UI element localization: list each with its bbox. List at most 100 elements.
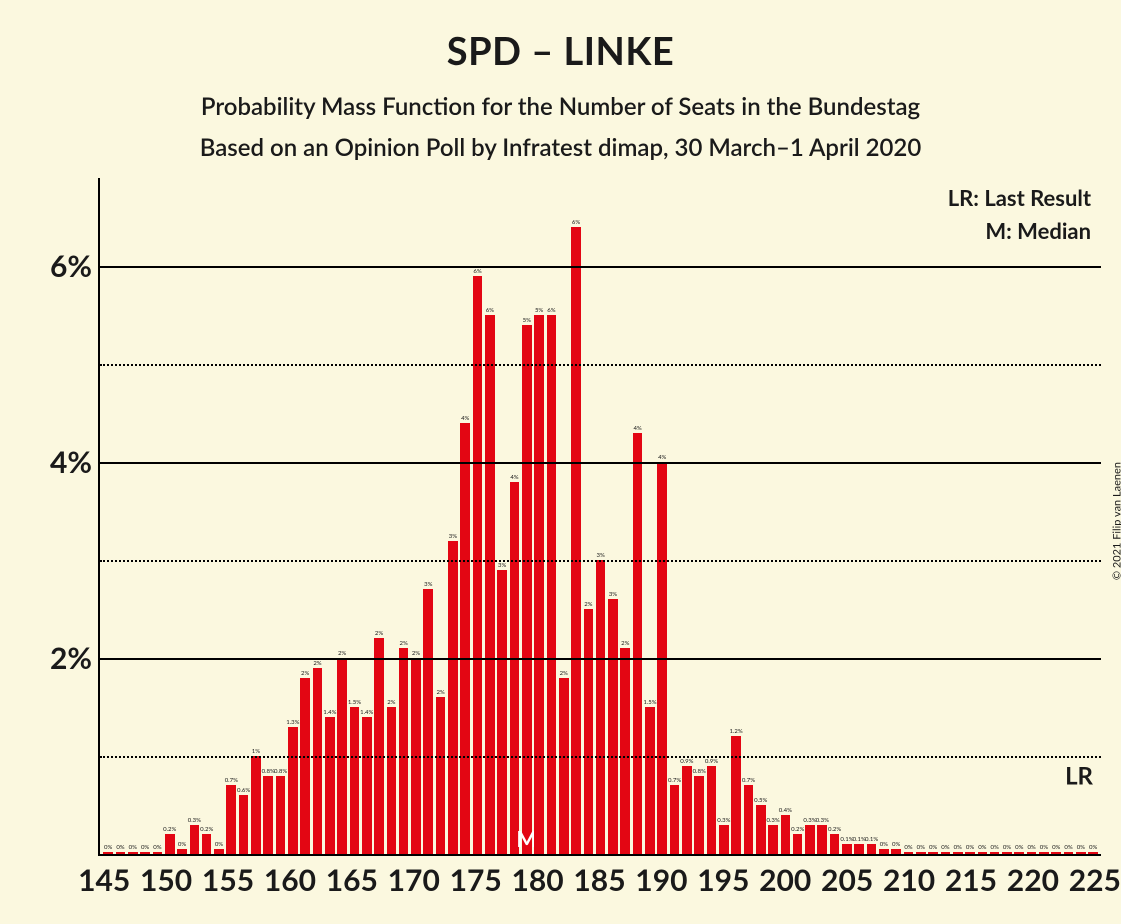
bar: 2% xyxy=(584,609,594,854)
bar-column: 2% xyxy=(398,178,410,854)
bar: 2% xyxy=(387,707,397,854)
bar-value-label: 1.4% xyxy=(360,709,373,716)
bar-column: 2% xyxy=(558,178,570,854)
bar-column: 0% xyxy=(102,178,114,854)
bar: 0% xyxy=(214,849,224,854)
bar-column: 4% xyxy=(631,178,643,854)
x-tick-label: 165 xyxy=(326,862,378,898)
bar: 5%M xyxy=(522,325,532,854)
bar: 1.4% xyxy=(325,717,335,854)
bar-value-label: 0.1% xyxy=(853,836,866,843)
gridline-minor xyxy=(100,756,1101,758)
bar-column: 0.2% xyxy=(828,178,840,854)
bar-column: 3% xyxy=(447,178,459,854)
bar-column: 1% xyxy=(250,178,262,854)
bar-value-label: 0.3% xyxy=(803,817,816,824)
x-tick-label: 175 xyxy=(450,862,502,898)
bar-column: 0.8% xyxy=(274,178,286,854)
bar-column: 4% xyxy=(508,178,520,854)
bar-value-label: 0.3% xyxy=(717,817,730,824)
bar-value-label: 2% xyxy=(560,670,568,677)
bar-value-label: 2% xyxy=(338,650,346,657)
bar-column: 0% xyxy=(139,178,151,854)
bar-column: 3% xyxy=(496,178,508,854)
bar-value-label: 0.1% xyxy=(840,836,853,843)
bar-value-label: 2% xyxy=(621,640,629,647)
bar-column: 0% xyxy=(902,178,914,854)
bar-value-label: 6% xyxy=(486,307,494,314)
bar: 0.6% xyxy=(239,795,249,854)
bar: 2% xyxy=(436,697,446,854)
bar-value-label: 2% xyxy=(412,650,420,657)
bar: 0.3% xyxy=(817,825,827,854)
bar-column: 0% xyxy=(1013,178,1025,854)
bar-column: 0% xyxy=(915,178,927,854)
bar: 2% xyxy=(374,638,384,854)
bar-column: 0% xyxy=(964,178,976,854)
bar: 0% xyxy=(1039,852,1049,854)
bar-value-label: 0.3% xyxy=(816,817,829,824)
bar: 0.7% xyxy=(226,785,236,854)
bar-value-label: 1.2% xyxy=(730,728,743,735)
bar-value-label: 2% xyxy=(387,699,395,706)
bar-value-label: 0.9% xyxy=(680,758,693,765)
bar-column: 3% xyxy=(595,178,607,854)
bar: 0.9% xyxy=(682,766,692,854)
bar-column: 0% xyxy=(1050,178,1062,854)
bar: 0.8% xyxy=(276,776,286,854)
x-tick-label: 220 xyxy=(1007,862,1059,898)
bar: 0.9% xyxy=(707,766,717,854)
bar: 0% xyxy=(1076,852,1086,854)
bar-column: 6% xyxy=(570,178,582,854)
bar-column: 0% xyxy=(976,178,988,854)
plot-area: LR: Last Result M: Median 0%0%0%0%0%0.2%… xyxy=(98,178,1101,856)
bar-value-label: 0.5% xyxy=(754,797,767,804)
x-tick-label: 180 xyxy=(511,862,563,898)
x-tick-label: 160 xyxy=(264,862,316,898)
bar: 0% xyxy=(1088,852,1098,854)
bar-value-label: 1.5% xyxy=(348,699,361,706)
bar-column: 0.7% xyxy=(668,178,680,854)
x-tick-label: 185 xyxy=(573,862,625,898)
bar-column: 3% xyxy=(422,178,434,854)
chart-subtitle2: Based on an Opinion Poll by Infratest di… xyxy=(0,133,1121,162)
bar-column: 0% xyxy=(114,178,126,854)
bar-column: 2% xyxy=(582,178,594,854)
bar-value-label: 0% xyxy=(954,844,962,851)
bar-value-label: 0% xyxy=(178,841,186,848)
bar: 1% xyxy=(251,756,261,854)
y-tick-label: 2% xyxy=(50,640,100,676)
bar-value-label: 0.8% xyxy=(693,768,706,775)
x-tick-label: 155 xyxy=(202,862,254,898)
bar-column: 0% xyxy=(213,178,225,854)
bar-column: 0% xyxy=(1025,178,1037,854)
bar-value-label: 0% xyxy=(978,844,986,851)
bar: 0.1% xyxy=(867,844,877,854)
bar: 4% xyxy=(460,423,470,854)
chart-title: SPD – LINKE xyxy=(0,0,1121,74)
bar-value-label: 0% xyxy=(104,844,112,851)
bar: 0.1% xyxy=(854,844,864,854)
bar-value-label: 0% xyxy=(153,844,161,851)
bar-value-label: 5% xyxy=(523,317,531,324)
x-tick-label: 205 xyxy=(821,862,873,898)
bar-value-label: 0% xyxy=(215,841,223,848)
bar: 0% xyxy=(103,852,113,854)
bar: 0% xyxy=(128,852,138,854)
bar-value-label: 0% xyxy=(1015,844,1023,851)
bar-value-label: 3% xyxy=(597,552,605,559)
bar: 4% xyxy=(633,433,643,854)
bar-value-label: 6% xyxy=(473,268,481,275)
bar-column: 0% xyxy=(1062,178,1074,854)
bar: 0% xyxy=(941,852,951,854)
bar-column: 0.3% xyxy=(816,178,828,854)
bar: 0% xyxy=(140,852,150,854)
bar-value-label: 0.7% xyxy=(742,777,755,784)
bar-value-label: 0% xyxy=(892,841,900,848)
bar: 0.4% xyxy=(781,815,791,854)
bar: 0% xyxy=(953,852,963,854)
bar-column: 2% xyxy=(434,178,446,854)
bar-value-label: 3% xyxy=(449,533,457,540)
bar: 0% xyxy=(1002,852,1012,854)
bar: 3% xyxy=(423,589,433,854)
